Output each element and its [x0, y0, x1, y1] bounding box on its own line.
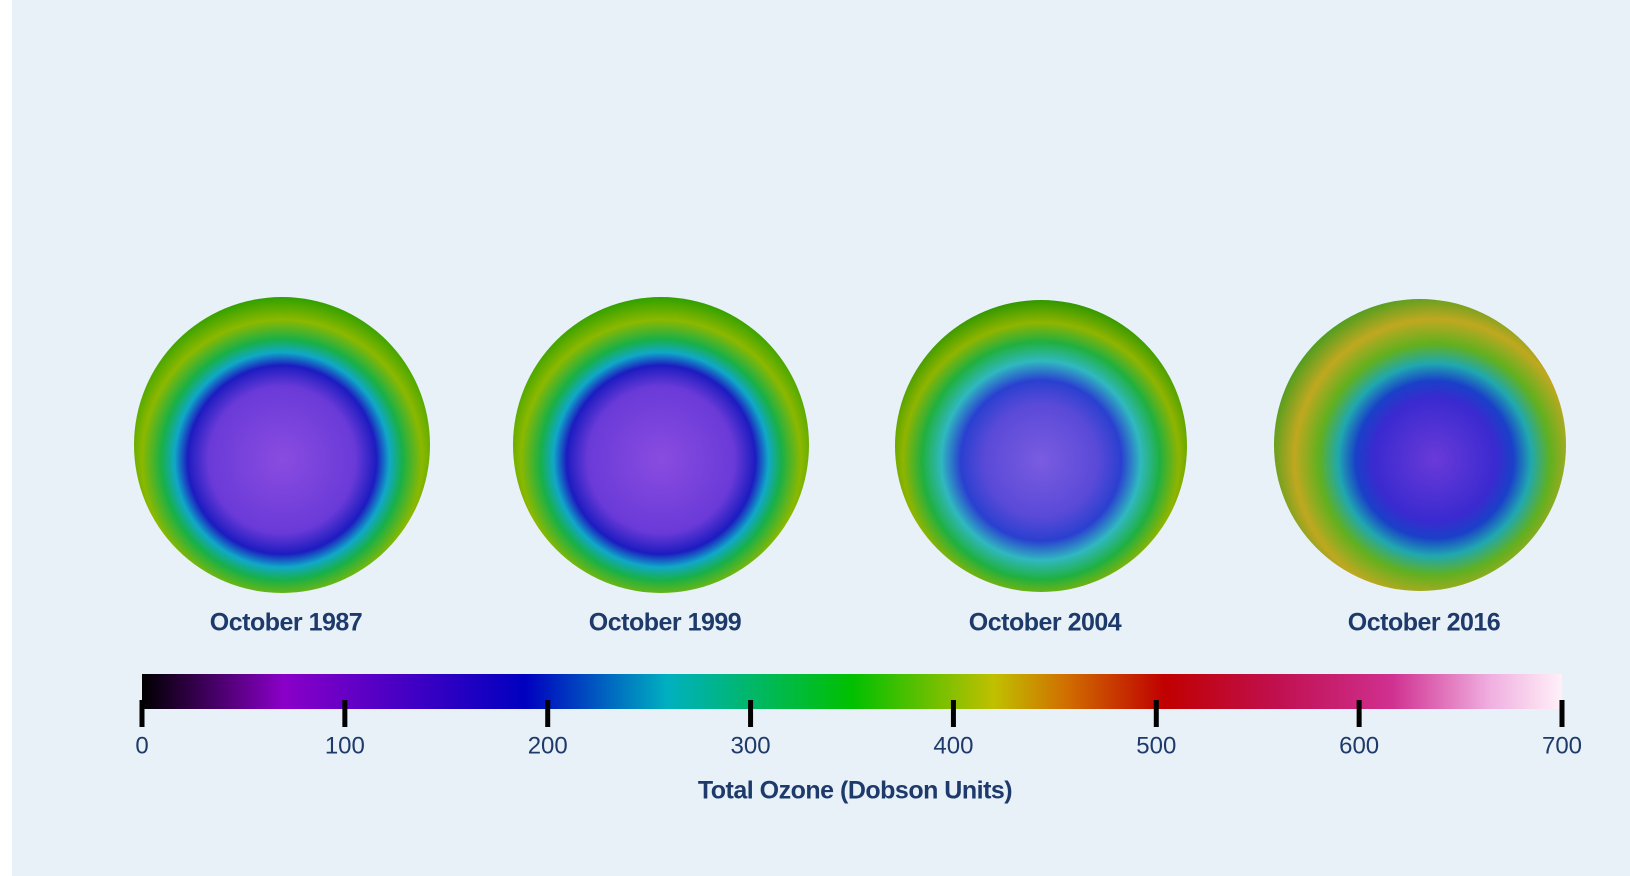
- tick-label: 200: [528, 732, 568, 759]
- colorbar: [142, 674, 1562, 709]
- tick-label: 100: [325, 732, 365, 759]
- globe: [895, 300, 1187, 592]
- globe: [134, 297, 430, 593]
- tick-label: 400: [933, 732, 973, 759]
- page: October 1987 October 1999 October 2004 O…: [0, 0, 1630, 876]
- tick-label: 300: [731, 732, 771, 759]
- globe: [1274, 299, 1566, 591]
- panel-label: October 2016: [1348, 609, 1500, 637]
- tick-label: 0: [135, 732, 148, 759]
- globe: [513, 297, 809, 593]
- figure: October 1987 October 1999 October 2004 O…: [0, 0, 1630, 876]
- panel-label: October 2004: [969, 609, 1122, 637]
- tick-label: 600: [1339, 732, 1379, 759]
- colorbar-label: Total Ozone (Dobson Units): [698, 777, 1012, 805]
- tick-label: 500: [1136, 732, 1176, 759]
- panel-label: October 1987: [210, 609, 362, 637]
- panel-label: October 1999: [589, 609, 741, 637]
- tick-label: 700: [1542, 732, 1582, 759]
